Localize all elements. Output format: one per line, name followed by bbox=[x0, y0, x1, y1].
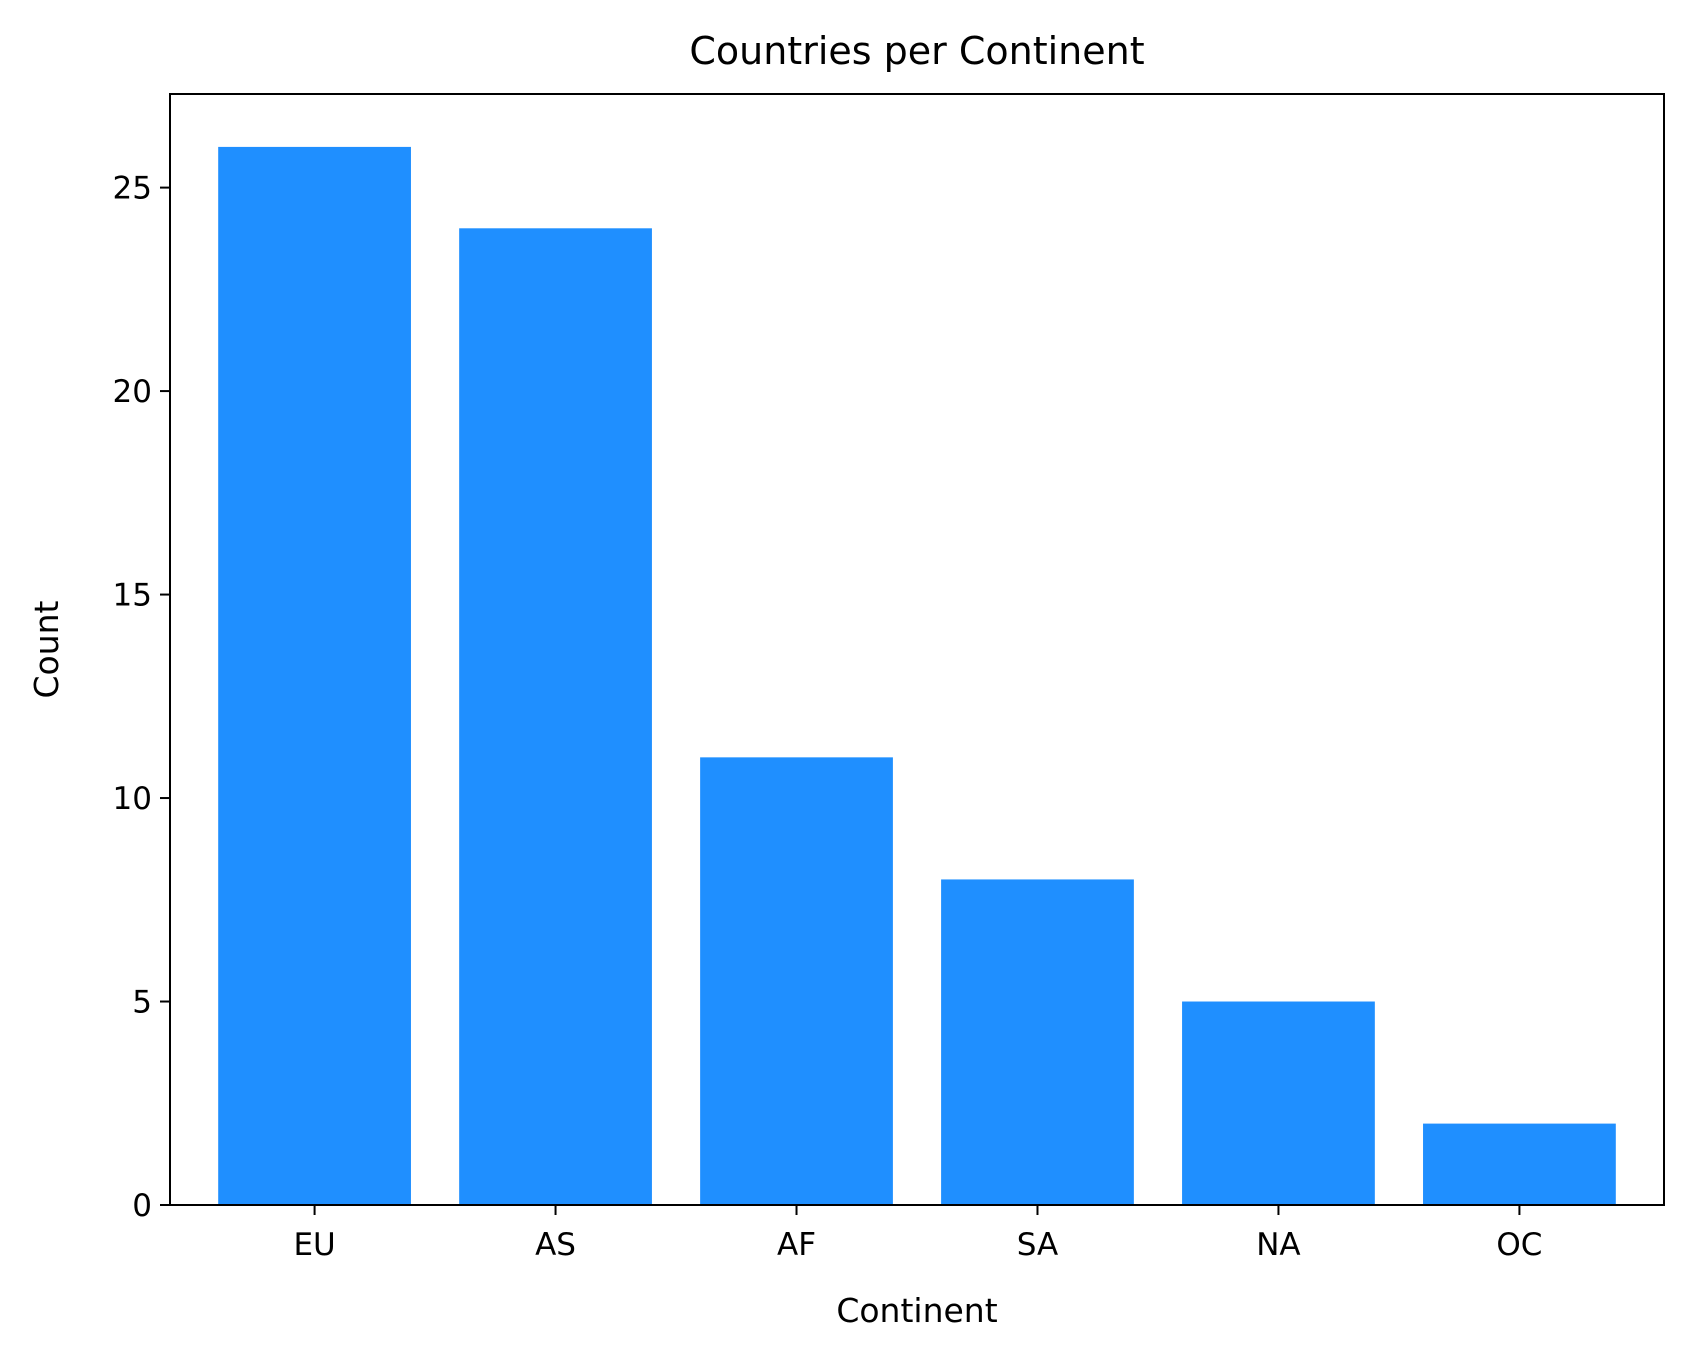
y-axis: 0 5 10 15 20 25 bbox=[113, 171, 170, 1224]
x-axis: EU AS AF SA NA OC bbox=[293, 1205, 1542, 1263]
bar-sa bbox=[941, 879, 1134, 1205]
y-tick-label: 25 bbox=[113, 171, 152, 207]
bar-as bbox=[459, 228, 652, 1206]
bar-na bbox=[1182, 1001, 1375, 1205]
bar-oc bbox=[1423, 1123, 1616, 1205]
y-tick-label: 0 bbox=[132, 1188, 152, 1224]
y-tick-label: 10 bbox=[113, 781, 152, 817]
y-tick-label: 15 bbox=[113, 578, 152, 614]
plot-frame bbox=[169, 93, 1665, 1206]
y-axis-label: Count bbox=[27, 600, 66, 698]
bar-af bbox=[700, 757, 893, 1205]
x-tick-label: AS bbox=[535, 1227, 576, 1263]
x-tick-label: NA bbox=[1256, 1227, 1300, 1263]
y-tick-label: 5 bbox=[132, 985, 152, 1021]
x-tick-label: EU bbox=[293, 1227, 335, 1263]
x-tick-label: SA bbox=[1017, 1227, 1058, 1263]
chart-title: Countries per Continent bbox=[689, 29, 1144, 73]
bar-eu bbox=[218, 146, 411, 1205]
x-tick-label: OC bbox=[1496, 1227, 1542, 1263]
x-axis-label: Continent bbox=[836, 1291, 997, 1330]
y-tick-label: 20 bbox=[113, 374, 152, 410]
x-tick-label: AF bbox=[777, 1227, 816, 1263]
axes-layer bbox=[169, 93, 1665, 1206]
bars-layer bbox=[218, 146, 1616, 1206]
